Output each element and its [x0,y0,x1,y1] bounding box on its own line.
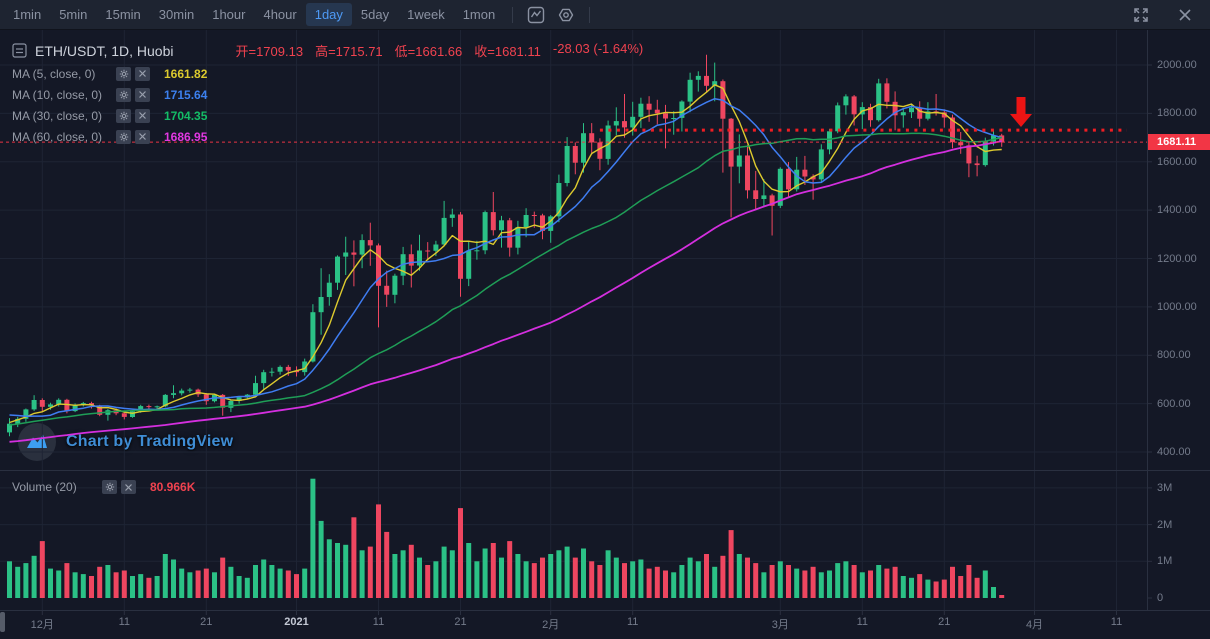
time-tick-label: 11 [626,616,639,628]
ma-settings-button[interactable] [116,129,131,144]
symbol-title[interactable]: ETH/USDT, 1D, Huobi [35,42,174,59]
timeframe-1min[interactable]: 1min [13,7,42,22]
price-tick-label: 1200.00 [1157,252,1197,265]
volume-remove-button[interactable] [121,480,136,494]
time-tick-label: 11 [118,616,131,628]
change-value: -28.03 (-1.64%) [552,41,644,56]
volume-tick-label: 1M [1157,555,1173,568]
time-tick-label: 21 [454,616,467,628]
ma-row-60: MA (60, close, 0) 1686.95 [12,126,207,147]
ma-legend: MA (5, close, 0) 1661.82 MA (10, close, 0)… [12,63,207,147]
timeframe-1week[interactable]: 1week [407,7,445,22]
ma-row-5: MA (5, close, 0) 1661.82 [12,63,207,84]
timeframe-5min[interactable]: 5min [59,7,88,22]
timeframe-group: 1min 5min 15min 30min 1hour 4hour 1day 5day 1wee… [4,3,504,26]
price-tick-label: 1600.00 [1157,155,1197,168]
ma-label[interactable]: MA (30, close, 0) [12,108,103,123]
price-tick-label: 1800.00 [1157,107,1197,120]
time-tick-label: 11 [372,616,385,628]
ma-remove-button[interactable] [135,66,150,81]
volume-settings-button[interactable] [102,480,117,494]
time-tick-label: 2月 [542,619,560,631]
symbol-menu-icon[interactable] [12,43,27,58]
price-tick-label: 600.00 [1157,397,1191,410]
ma-label[interactable]: MA (5, close, 0) [12,66,96,81]
ma-remove-button[interactable] [135,108,150,123]
timeframe-1day[interactable]: 1day [305,3,352,26]
price-tick-label: 1400.00 [1157,204,1197,217]
ma-value: 1704.35 [164,108,208,123]
timeframe-1mon[interactable]: 1mon [462,7,496,22]
timeframe-toolbar: 1min 5min 15min 30min 1hour 4hour 1day 5day 1wee… [0,0,1210,30]
ma-label[interactable]: MA (60, close, 0) [12,129,103,144]
volume-legend: Volume (20) 80.966K [12,480,195,494]
volume-label[interactable]: Volume (20) [12,480,77,494]
ma-row-10: MA (10, close, 0) 1715.64 [12,84,207,105]
chart-style-icon[interactable] [525,4,547,26]
price-tick-label: 400.00 [1157,446,1191,458]
price-tick-label: 1000.00 [1157,300,1197,313]
ma-settings-button[interactable] [116,87,131,102]
time-tick-label: 11 [1110,616,1123,628]
ma-settings-button[interactable] [116,108,131,123]
timeframe-5day[interactable]: 5day [360,7,390,22]
ma-remove-button[interactable] [135,129,150,144]
price-tick-label: 800.00 [1157,349,1191,362]
indicator-settings-icon[interactable] [555,4,577,26]
ma-settings-button[interactable] [116,66,131,81]
horizontal-scrollbar-handle[interactable] [0,612,5,632]
chart-header: ETH/USDT, 1D, Huobi 开=1709.13 高=1715.71 低=… [12,41,643,60]
toolbar-right-group [1126,4,1200,26]
ohlc-item: 开=1709.13 [235,44,304,59]
timeframe-4hour[interactable]: 4hour [263,7,297,22]
price-tick-label: 2000.00 [1157,59,1197,71]
down-arrow-annotation [1010,97,1032,127]
time-tick-label: 21 [938,616,951,628]
close-icon[interactable] [1174,4,1196,26]
volume-value: 80.966K [150,480,196,494]
current-price-tag: 1681.11 [1148,134,1210,151]
toolbar-divider [512,6,514,23]
ma-value: 1715.64 [164,87,208,102]
ma-value: 1686.95 [164,129,208,144]
volume-tick-label: 0 [1157,592,1164,604]
time-tick-label: 21 [200,616,213,628]
toolbar-divider [589,6,591,23]
ma-row-30: MA (30, close, 0) 1704.35 [12,105,207,126]
watermark-text: Chart by TradingView [66,433,234,450]
time-tick-label: 3月 [771,619,789,631]
volume-tick-label: 2M [1157,518,1173,531]
ohlc-item: 低=1661.66 [394,44,463,59]
ma-remove-button[interactable] [135,87,150,102]
ma-value: 1661.82 [164,66,208,81]
fullscreen-icon[interactable] [1130,4,1152,26]
ohlc-item: 收=1681.11 [474,44,541,59]
volume-tick-label: 3M [1157,481,1173,494]
time-tick-label: 12月 [30,619,54,631]
ohlc-readout: 开=1709.13 高=1715.71 低=1661.66 收=1681.11 -28.… [235,41,643,60]
time-tick-label: 11 [856,616,869,628]
time-tick-label: 4月 [1025,619,1044,631]
timeframe-1hour[interactable]: 1hour [212,7,246,22]
timeframe-30min[interactable]: 30min [158,7,195,22]
ma-label[interactable]: MA (10, close, 0) [12,87,103,102]
timeframe-15min[interactable]: 15min [105,7,141,22]
ohlc-item: 高=1715.71 [315,44,383,59]
time-tick-label: 2021 [284,616,309,628]
